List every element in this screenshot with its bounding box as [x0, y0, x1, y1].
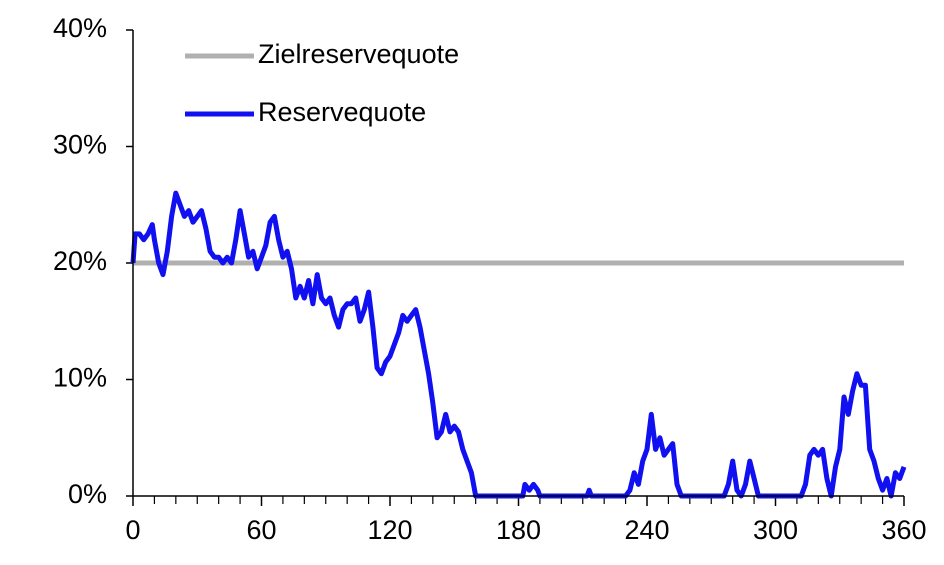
x-tick-label: 120	[367, 515, 412, 545]
x-tick-label: 360	[881, 515, 926, 545]
x-tick-label: 240	[624, 515, 669, 545]
x-tick-label: 60	[246, 515, 276, 545]
y-tick-label: 20%	[53, 246, 107, 276]
y-tick-label: 0%	[68, 479, 107, 509]
x-tick-label: 180	[496, 515, 541, 545]
legend-label: Zielreservequote	[258, 39, 459, 69]
y-tick-label: 10%	[53, 363, 107, 393]
series-line	[130, 190, 907, 499]
x-tick-label: 0	[125, 515, 140, 545]
y-tick-label: 40%	[53, 13, 107, 43]
y-tick-label: 30%	[53, 130, 107, 160]
x-tick-label: 300	[753, 515, 798, 545]
legend-label: Reservequote	[258, 97, 426, 127]
